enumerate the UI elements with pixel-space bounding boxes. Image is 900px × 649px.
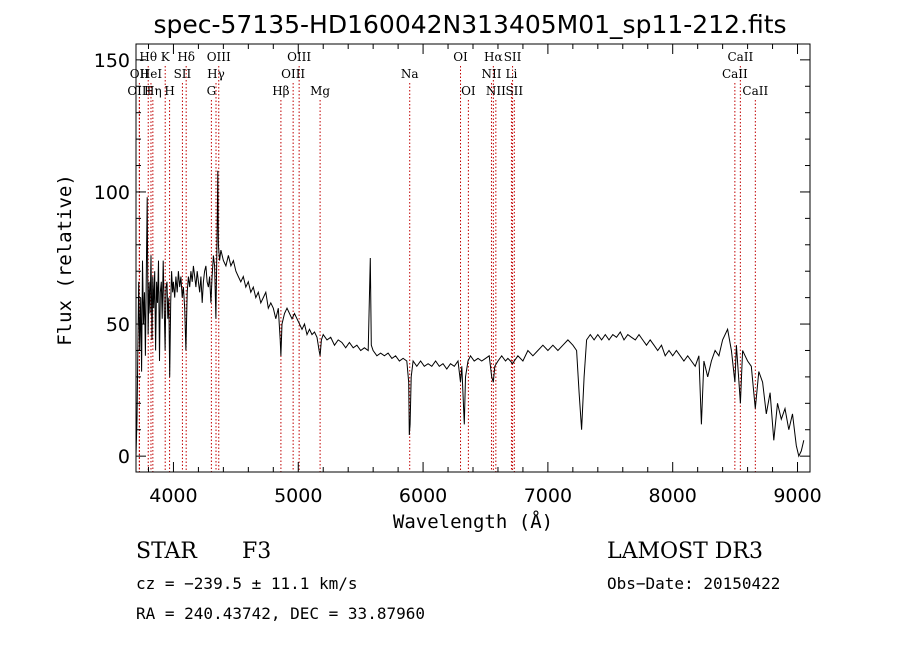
x-axis-ticks: 4000 5000 6000 7000 8000 9000 (147, 44, 822, 507)
object-subclass: F3 (242, 539, 271, 564)
spectral-line-label: Hη (144, 84, 162, 98)
spectral-line-label: NII (481, 67, 501, 81)
spectral-line-label: OIII (287, 50, 311, 64)
spectral-line-label: Hθ (139, 50, 157, 64)
spectral-line-label: OI (453, 50, 468, 64)
redshift-readout: cz = −239.5 ± 11.1 km/s (136, 574, 358, 593)
x-tick-label: 5000 (274, 485, 322, 507)
spectral-line-label: CaII (722, 67, 748, 81)
spectral-line-label: CaII (727, 50, 753, 64)
x-tick-label: 7000 (524, 485, 572, 507)
x-tick-label: 8000 (649, 485, 697, 507)
spectral-line-label: OII (130, 67, 150, 81)
x-tick-label: 6000 (399, 485, 447, 507)
spectral-line-label: OIII (281, 67, 305, 81)
spectral-line-label: SII (505, 84, 523, 98)
y-axis-label: Flux (relative) (54, 174, 76, 346)
spectral-line-label: OI (461, 84, 476, 98)
survey-name: LAMOST DR3 (607, 539, 763, 564)
spectral-line-label: NII (486, 84, 506, 98)
spectral-line-label: SII (174, 67, 192, 81)
object-class: STAR (136, 539, 198, 564)
spectral-line-label: G (207, 84, 217, 98)
x-axis-label: Wavelength (Å) (393, 510, 553, 533)
y-tick-label: 100 (94, 182, 130, 204)
spectrum-series-line (135, 170, 805, 458)
y-tick-label: 50 (106, 314, 130, 336)
plot-frame (135, 43, 811, 473)
coordinates-readout: RA = 240.43742, DEC = 33.87960 (136, 604, 425, 623)
y-tick-label: 150 (94, 50, 130, 72)
x-tick-label: 9000 (773, 485, 821, 507)
spectral-line-label: OIII (127, 84, 151, 98)
chart-title: spec-57135-HD160042N313405M01_sp11-212.f… (153, 10, 786, 39)
spectral-line-label: HeI (140, 67, 163, 81)
spectral-line-label: CaII (742, 84, 768, 98)
spectral-line-label: Mg (310, 84, 330, 98)
spectral-line-label: Hβ (272, 84, 289, 98)
observation-date: Obs−Date: 20150422 (607, 574, 780, 593)
x-tick-label: 4000 (149, 485, 197, 507)
y-axis-ticks: 0 50 100 150 (94, 50, 810, 468)
spectral-line-label: K (161, 50, 171, 64)
spectral-line-label: Na (401, 67, 419, 81)
spectral-line-label: Hα (484, 50, 503, 64)
spectral-line-label: Hδ (177, 50, 195, 64)
spectral-line-label: Li (506, 67, 518, 81)
spectral-line-label: OIII (207, 50, 231, 64)
y-tick-label: 0 (118, 446, 130, 468)
spectral-line-label: Hγ (207, 67, 225, 81)
spectral-line-label: SII (504, 50, 522, 64)
spectral-line-label: H (164, 84, 174, 98)
